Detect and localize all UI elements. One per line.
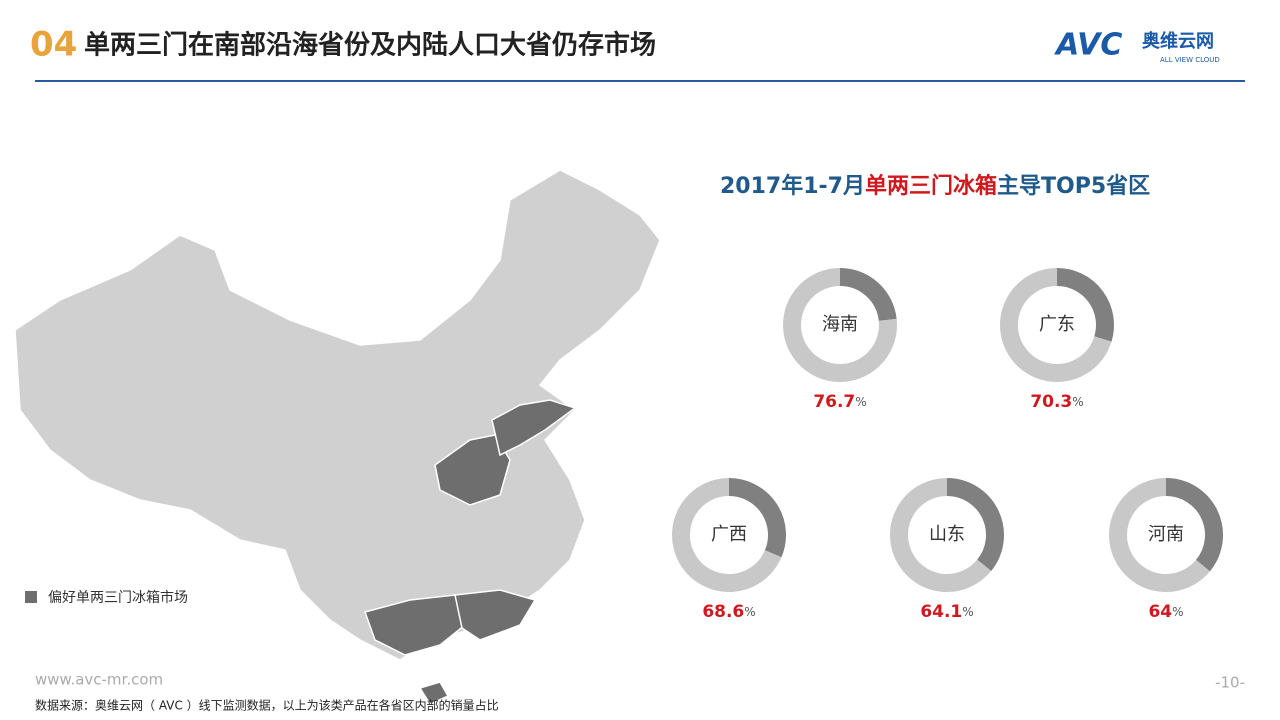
value-label: 68.6% <box>702 602 755 622</box>
chart-title: 2017年1-7月单两三门冰箱主导TOP5省区 <box>720 173 1150 199</box>
logo-en: ALL VIEW CLOUD <box>1160 56 1220 64</box>
slide-title: 单两三门在南部沿海省份及内陆人口大省仍存市场 <box>84 30 656 61</box>
logo-cn: 奥维云网 <box>1142 30 1214 52</box>
donut-rest <box>839 268 897 322</box>
title-part: 2017年1-7月 <box>720 173 865 199</box>
value-number: 76.7 <box>813 392 855 412</box>
donut-segment <box>890 478 992 592</box>
map <box>14 169 661 705</box>
title-part: 主导TOP5省区 <box>997 174 1150 199</box>
donut-rest <box>1056 268 1114 342</box>
donut-rest <box>946 478 1004 572</box>
value-label: 70.3% <box>1030 392 1083 412</box>
donut-label: 广东 <box>1039 314 1075 335</box>
value-unit: % <box>1072 395 1083 409</box>
donut-segment <box>783 268 897 382</box>
footer-source: 数据来源：奥维云网（ AVC ）线下监测数据，以上为该类产品在各省区内部的销量占… <box>35 698 499 713</box>
value-unit: % <box>962 605 973 619</box>
map-base <box>14 169 661 661</box>
legend-label: 偏好单两三门冰箱市场 <box>48 589 188 606</box>
page-number: -10- <box>1215 674 1245 692</box>
donut-segment <box>1109 478 1210 592</box>
value-label: 64% <box>1148 602 1183 622</box>
value-label: 64.1% <box>920 602 973 622</box>
title-highlight: 单两三门冰箱 <box>865 173 997 199</box>
region-guangdong <box>454 589 537 641</box>
section-number: 04 <box>30 25 77 65</box>
legend-swatch <box>25 591 37 603</box>
logo: AVC <box>1054 28 1122 63</box>
donuts: 海南 76.7% 广东 70.3% 广西 68.6% 山东 64.1% 河南 64% <box>672 268 1223 622</box>
donut-rest <box>728 478 786 558</box>
donut-segment <box>1000 268 1112 382</box>
value-number: 70.3 <box>1030 392 1072 412</box>
donut-label: 山东 <box>929 524 965 545</box>
value-label: 76.7% <box>813 392 866 412</box>
value-number: 64 <box>1148 602 1172 622</box>
value-unit: % <box>1172 605 1183 619</box>
value-number: 68.6 <box>702 602 744 622</box>
donut-label: 海南 <box>822 314 858 335</box>
footer-url: www.avc-mr.com <box>35 671 163 689</box>
region-shandong <box>491 399 577 457</box>
value-number: 64.1 <box>920 602 962 622</box>
donut-rest <box>1165 478 1223 572</box>
donut-label: 广西 <box>711 524 747 545</box>
donut-segment <box>672 478 782 592</box>
region-guangxi <box>364 594 466 656</box>
region-henan <box>434 434 511 506</box>
value-unit: % <box>855 395 866 409</box>
value-unit: % <box>744 605 755 619</box>
region-hainan <box>418 681 450 705</box>
donut-label: 河南 <box>1148 524 1184 545</box>
